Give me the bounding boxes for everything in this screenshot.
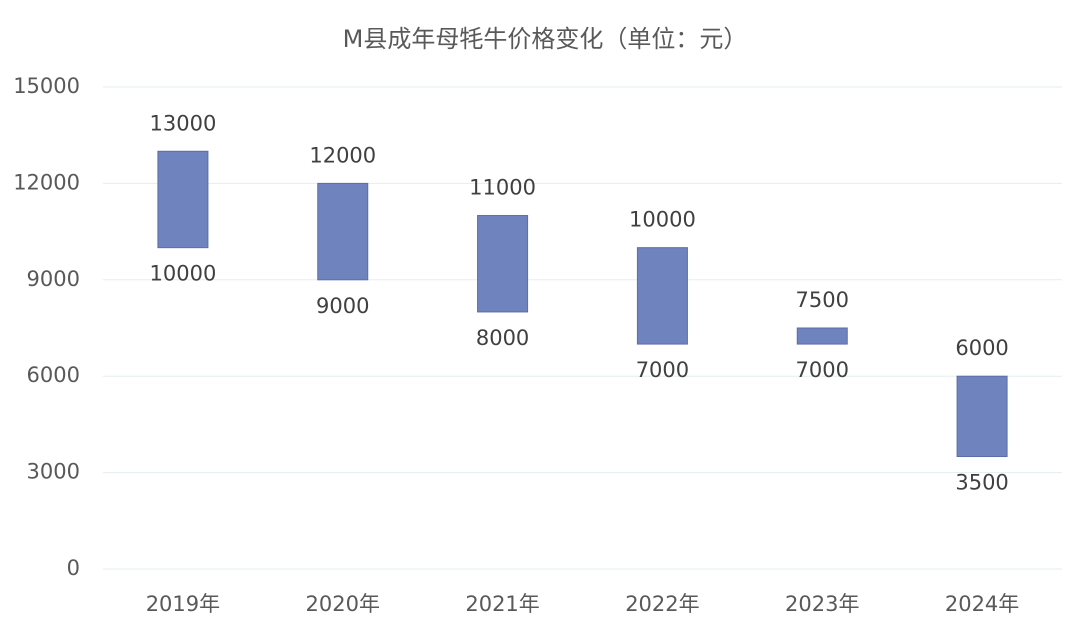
y-tick-label: 15000: [13, 74, 80, 98]
value-label: 6000: [955, 336, 1008, 360]
value-label: 7500: [796, 288, 849, 312]
value-label: 11000: [469, 176, 536, 200]
value-label: 7000: [796, 358, 849, 382]
x-tick-label: 2022年: [625, 592, 699, 616]
bar: [956, 375, 1008, 458]
value-label: 10000: [150, 262, 217, 286]
y-tick-label: 6000: [27, 363, 80, 387]
value-label: 7000: [636, 358, 689, 382]
y-tick-label: 12000: [13, 170, 80, 194]
value-label: 12000: [309, 143, 376, 167]
value-label: 3500: [955, 471, 1008, 495]
x-tick-label: 2024年: [945, 592, 1019, 616]
chart-title: M县成年母牦牛价格变化（单位：元）: [343, 25, 748, 53]
value-label: 13000: [150, 111, 217, 135]
x-tick-label: 2021年: [465, 592, 539, 616]
bar: [636, 247, 688, 345]
x-tick-label: 2019年: [146, 592, 220, 616]
bar: [157, 150, 209, 249]
bar: [796, 327, 848, 345]
value-label: 10000: [629, 208, 696, 232]
x-tick-label: 2023年: [785, 592, 859, 616]
y-tick-label: 3000: [27, 460, 80, 484]
bar: [477, 215, 529, 313]
y-tick-label: 0: [67, 556, 80, 580]
x-tick-label: 2020年: [306, 592, 380, 616]
value-label: 9000: [316, 294, 369, 318]
bar: [317, 182, 369, 281]
y-tick-label: 9000: [27, 267, 80, 291]
value-label: 8000: [476, 326, 529, 350]
